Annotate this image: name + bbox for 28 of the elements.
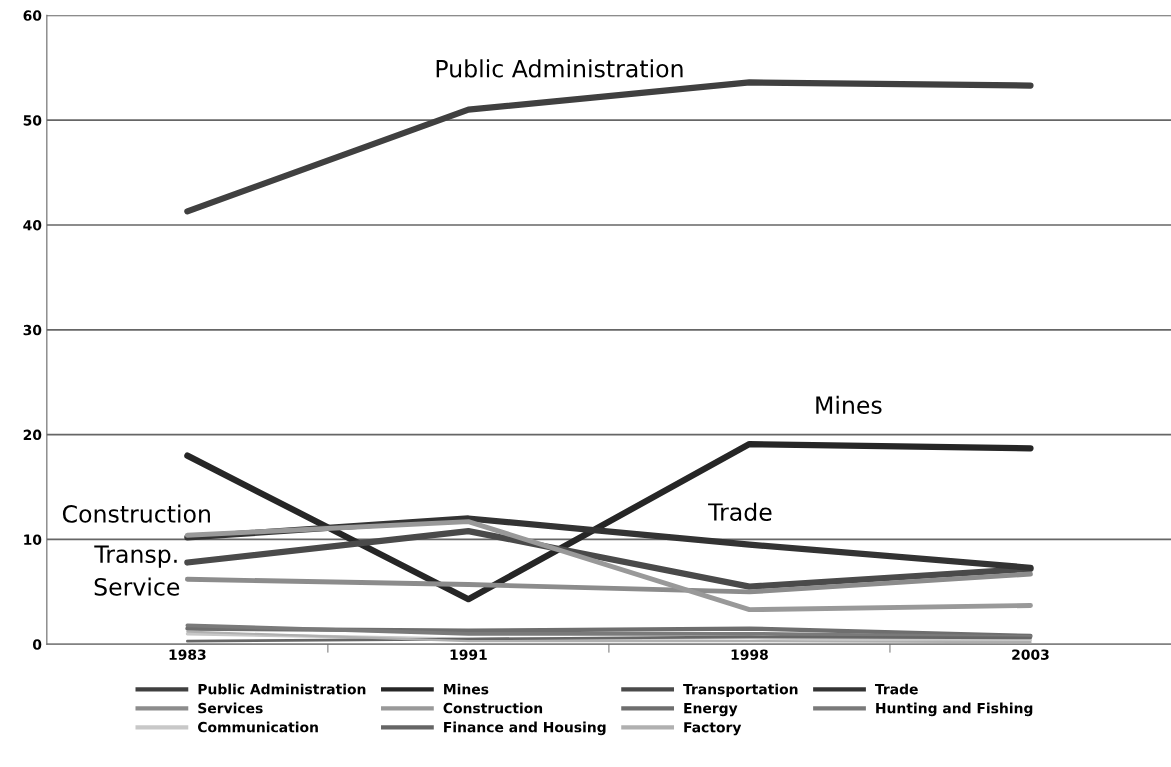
x-tick-label: 1991 xyxy=(450,649,487,660)
y-tick-label: 40 xyxy=(23,219,42,231)
annotation: Public Administration xyxy=(436,59,683,78)
x-tick-label: 1983 xyxy=(169,649,206,660)
legend-label: Finance and Housing xyxy=(444,721,606,736)
y-tick-label: 20 xyxy=(23,429,42,441)
y-tick-label: 10 xyxy=(24,534,42,545)
legend-label: Energy xyxy=(684,703,738,717)
legend-label: Hunting and Fishing xyxy=(876,702,1033,717)
annotation: Construction xyxy=(62,504,210,523)
x-tick-label: 2003 xyxy=(1012,649,1049,660)
y-tick-label: 0 xyxy=(32,639,42,650)
legend-label: Factory xyxy=(684,722,742,736)
legend-label: Mines xyxy=(444,683,489,695)
annotation: Transp. xyxy=(94,545,177,568)
legend-label: Services xyxy=(198,702,263,714)
y-tick-label: 30 xyxy=(23,324,42,336)
legend-label: Public Administration xyxy=(198,683,366,695)
annotation: Service xyxy=(94,577,180,596)
legend-label: Trade xyxy=(874,683,918,695)
annotation: Mines xyxy=(816,395,882,415)
legend-label: Construction xyxy=(443,702,543,714)
y-tick-label: 50 xyxy=(23,115,42,126)
annotation: Trade xyxy=(708,502,772,521)
legend-label: Transportation xyxy=(683,683,798,698)
y-tick-label: 60 xyxy=(23,10,42,21)
legend-label: Communication xyxy=(198,721,318,733)
x-tick-label: 1998 xyxy=(731,649,768,660)
